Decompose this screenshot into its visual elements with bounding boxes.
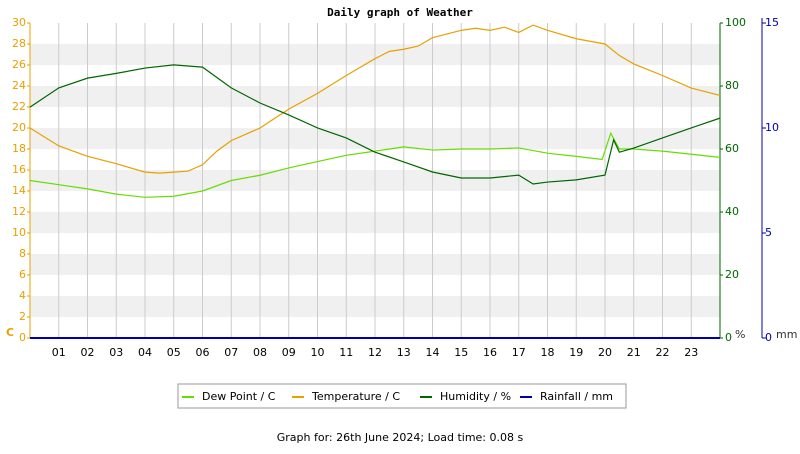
x-tick-label: 15 (454, 346, 468, 359)
x-tick-label: 19 (569, 346, 583, 359)
legend-label: Rainfall / mm (540, 390, 613, 403)
x-tick-label: 22 (656, 346, 670, 359)
y-tick-label: 16 (12, 163, 26, 176)
y-tick-label: 6 (19, 268, 26, 281)
y-tick-label: 10 (12, 226, 26, 239)
y-tick-label: 28 (12, 37, 26, 50)
y-tick-label: 8 (19, 247, 26, 260)
y-tick-label: 0 (19, 331, 26, 344)
y-tick-label: 14 (12, 184, 26, 197)
x-tick-label: 03 (109, 346, 123, 359)
chart-title: Daily graph of Weather (327, 6, 473, 19)
x-tick-label: 23 (684, 346, 698, 359)
x-tick-label: 13 (397, 346, 411, 359)
y-tick-label: 22 (12, 100, 26, 113)
y-tick-label: 4 (19, 289, 26, 302)
x-tick-label: 12 (368, 346, 382, 359)
y-tick-label: 2 (19, 310, 26, 323)
y-tick-label: 18 (12, 142, 26, 155)
y3-tick-label: 5 (765, 226, 772, 239)
x-tick-label: 10 (311, 346, 325, 359)
x-tick-label: 17 (512, 346, 526, 359)
y3-label: mm (776, 328, 797, 341)
x-tick-label: 09 (282, 346, 296, 359)
footer: Graph for: 26th June 2024; Load time: 0.… (277, 431, 524, 444)
y2-tick-label: 40 (725, 205, 739, 218)
x-tick-label: 14 (426, 346, 440, 359)
y3-tick-label: 15 (765, 16, 779, 29)
y2-tick-label: 80 (725, 79, 739, 92)
x-tick-label: 05 (167, 346, 181, 359)
y-tick-label: 26 (12, 58, 26, 71)
series-line (29, 24, 721, 174)
y-tick-label: 30 (12, 16, 26, 29)
y2-tick-label: 0 (725, 331, 732, 344)
x-tick-label: 16 (483, 346, 497, 359)
y2-tick-label: 60 (725, 142, 739, 155)
legend-label: Temperature / C (311, 390, 400, 403)
y3-tick-label: 0 (765, 331, 772, 344)
x-tick-label: 07 (224, 346, 238, 359)
y3-tick-label: 10 (765, 121, 779, 134)
legend-label: Humidity / % (440, 390, 511, 403)
y2-label: % (735, 328, 745, 341)
x-tick-label: 08 (253, 346, 267, 359)
x-tick-label: 18 (541, 346, 555, 359)
y-tick-label: 12 (12, 205, 26, 218)
x-tick-label: 01 (52, 346, 66, 359)
y-tick-label: 24 (12, 79, 26, 92)
series-line (29, 131, 721, 198)
x-tick-label: 02 (81, 346, 95, 359)
x-tick-label: 21 (627, 346, 641, 359)
y-tick-label: 20 (12, 121, 26, 134)
y2-tick-label: 20 (725, 268, 739, 281)
series-line (29, 64, 721, 185)
legend-box (177, 383, 627, 409)
x-tick-label: 20 (598, 346, 612, 359)
y-label: C (6, 326, 14, 339)
legend-label: Dew Point / C (202, 390, 276, 403)
x-tick-label: 04 (138, 346, 152, 359)
x-tick-label: 11 (339, 346, 353, 359)
x-tick-label: 06 (196, 346, 210, 359)
y2-tick-label: 100 (725, 16, 746, 29)
